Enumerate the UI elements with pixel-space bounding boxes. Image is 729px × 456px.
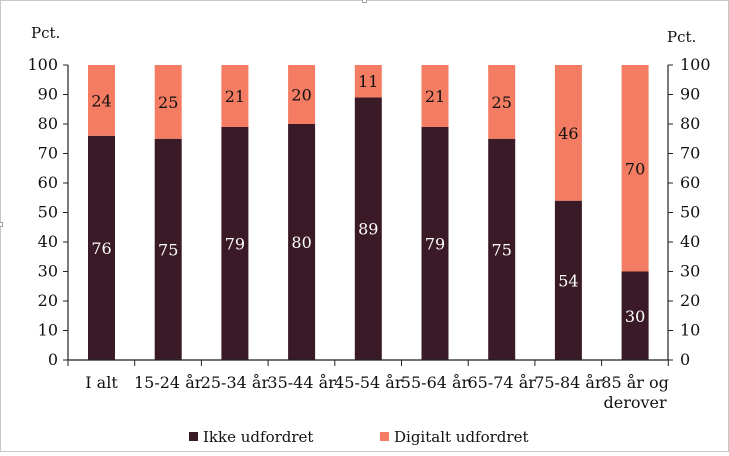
- y-tick-label-right: 40: [680, 232, 700, 251]
- bar-segment-ikke-udfordret: [554, 200, 582, 360]
- y-tick-label-right: 30: [680, 262, 700, 281]
- x-category-label: 25-34 år: [201, 373, 270, 392]
- x-category-label: derover: [604, 393, 668, 412]
- x-category-label: 35-44 år: [267, 373, 336, 392]
- data-label: 70: [625, 159, 645, 178]
- bar-segment-ikke-udfordret: [488, 138, 516, 360]
- resize-handle-left[interactable]: [0, 222, 3, 227]
- bar-segment-digitalt-udfordret: [621, 65, 649, 272]
- data-label: 24: [91, 91, 111, 110]
- y-tick-label-left: 100: [27, 55, 58, 74]
- y-tick-label-right: 20: [680, 291, 700, 310]
- x-category-label: 15-24 år: [134, 373, 203, 392]
- legend-swatch-ikke-udfordret: [189, 432, 198, 441]
- y-tick-label-left: 70: [38, 144, 58, 163]
- y-tick-label-right: 10: [680, 321, 700, 340]
- y-axis-unit-right: Pct.: [667, 28, 696, 46]
- data-label: 21: [425, 87, 445, 106]
- y-tick-label-right: 70: [680, 144, 700, 163]
- data-label: 30: [625, 307, 645, 326]
- x-category-label: 45-54 år: [334, 373, 403, 392]
- data-label: 76: [91, 239, 111, 258]
- bar-segment-digitalt-udfordret: [421, 65, 449, 127]
- y-tick-label-left: 90: [38, 85, 58, 104]
- y-axis-unit-left: Pct.: [31, 24, 60, 42]
- y-tick-label-left: 40: [38, 232, 58, 251]
- x-category-label: I alt: [85, 373, 118, 392]
- data-label: 75: [492, 240, 512, 259]
- y-tick-label-left: 50: [38, 203, 58, 222]
- data-label: 20: [291, 86, 311, 105]
- bar-segment-ikke-udfordret: [154, 138, 182, 360]
- x-category-label: 55-64 år: [401, 373, 470, 392]
- bar-segment-ikke-udfordret: [621, 271, 649, 360]
- data-label: 75: [158, 240, 178, 259]
- bar-segment-ikke-udfordret: [288, 124, 316, 360]
- y-tick-label-left: 10: [38, 321, 58, 340]
- data-label: 89: [358, 220, 378, 239]
- y-tick-label-left: 80: [38, 114, 58, 133]
- y-tick-label-right: 0: [680, 350, 690, 369]
- bar-segment-digitalt-udfordret: [221, 65, 249, 127]
- resize-handle-top[interactable]: [362, 0, 367, 3]
- data-label: 79: [225, 234, 245, 253]
- bar-segment-digitalt-udfordret: [354, 65, 382, 98]
- y-tick-label-right: 90: [680, 85, 700, 104]
- data-label: 46: [558, 124, 578, 143]
- bar-segment-ikke-udfordret: [221, 126, 249, 360]
- y-tick-label-left: 0: [48, 350, 58, 369]
- y-tick-label-left: 60: [38, 173, 58, 192]
- x-category-label: 75-84 år: [534, 373, 603, 392]
- y-tick-label-right: 80: [680, 114, 700, 133]
- bar-segment-digitalt-udfordret: [154, 65, 182, 139]
- y-tick-label-left: 30: [38, 262, 58, 281]
- data-label: 25: [492, 93, 512, 112]
- data-label: 21: [225, 87, 245, 106]
- legend-swatch-digitalt-udfordret: [380, 432, 389, 441]
- legend-label: Digitalt udfordret: [394, 428, 528, 446]
- bar-segment-digitalt-udfordret: [554, 65, 582, 201]
- y-tick-label-right: 60: [680, 173, 700, 192]
- data-label: 79: [425, 234, 445, 253]
- x-category-label: 65-74 år: [467, 373, 536, 392]
- legend-label: Ikke udfordret: [203, 428, 313, 446]
- bar-segment-ikke-udfordret: [354, 97, 382, 360]
- data-label: 80: [291, 233, 311, 252]
- bar-segment-digitalt-udfordret: [288, 65, 316, 124]
- bar-segment-digitalt-udfordret: [488, 65, 516, 139]
- bar-segment-ikke-udfordret: [88, 135, 115, 360]
- data-label: 54: [558, 271, 578, 290]
- bar-segment-digitalt-udfordret: [88, 65, 115, 136]
- data-label: 25: [158, 93, 178, 112]
- data-label: 11: [358, 72, 378, 91]
- y-tick-label-left: 20: [38, 291, 58, 310]
- x-category-label: 85 år og: [601, 373, 669, 392]
- bar-segment-ikke-udfordret: [421, 126, 449, 360]
- y-tick-label-right: 50: [680, 203, 700, 222]
- y-tick-label-right: 100: [680, 55, 711, 74]
